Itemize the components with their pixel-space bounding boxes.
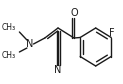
Text: CH₃: CH₃	[1, 24, 16, 33]
Text: CH₃: CH₃	[1, 51, 16, 60]
Text: N: N	[26, 39, 33, 49]
Text: N: N	[54, 65, 62, 75]
Text: F: F	[109, 28, 115, 38]
Text: O: O	[70, 8, 78, 18]
